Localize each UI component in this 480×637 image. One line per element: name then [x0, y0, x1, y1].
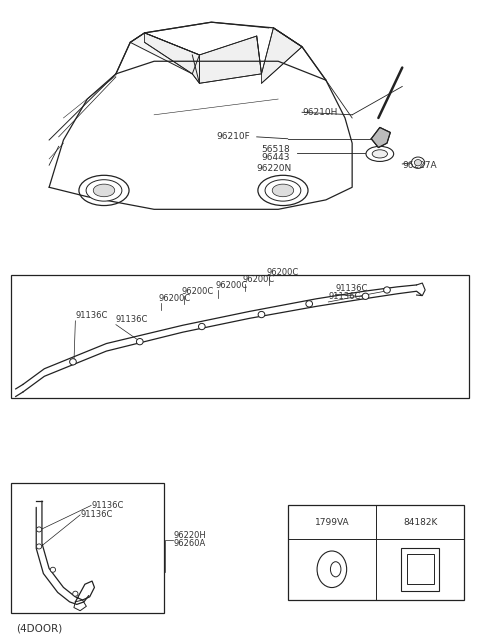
Ellipse shape: [366, 147, 394, 161]
Text: 96200C: 96200C: [243, 275, 275, 283]
Text: 96220N: 96220N: [257, 164, 292, 173]
Text: 96220H: 96220H: [173, 531, 206, 540]
Ellipse shape: [330, 562, 341, 577]
Ellipse shape: [306, 301, 312, 307]
Ellipse shape: [265, 180, 301, 201]
Ellipse shape: [36, 527, 42, 532]
Text: 91136C: 91136C: [328, 292, 360, 301]
Text: 91136C: 91136C: [75, 311, 108, 320]
Ellipse shape: [86, 180, 122, 201]
Text: 96200C: 96200C: [159, 294, 191, 303]
Text: 96200C: 96200C: [182, 287, 214, 296]
Text: 91136C: 91136C: [80, 510, 112, 519]
Text: 96200C: 96200C: [267, 268, 299, 277]
Ellipse shape: [50, 567, 56, 572]
Ellipse shape: [36, 544, 42, 549]
Ellipse shape: [136, 338, 143, 345]
Ellipse shape: [93, 184, 115, 197]
Text: 56518: 56518: [262, 145, 290, 154]
Text: 91136C: 91136C: [116, 315, 148, 324]
Text: 84182K: 84182K: [403, 517, 437, 527]
Text: 96443: 96443: [262, 152, 290, 162]
Ellipse shape: [372, 150, 387, 158]
Polygon shape: [262, 28, 302, 83]
Ellipse shape: [414, 159, 421, 166]
Ellipse shape: [411, 157, 425, 168]
Ellipse shape: [362, 293, 369, 299]
Ellipse shape: [199, 324, 205, 330]
Ellipse shape: [73, 591, 78, 596]
Text: (4DOOR): (4DOOR): [16, 624, 62, 634]
Bar: [11, 483, 164, 613]
Bar: [11, 275, 469, 398]
Text: 96210H: 96210H: [302, 108, 337, 117]
Ellipse shape: [317, 551, 347, 587]
Text: 91136C: 91136C: [336, 284, 368, 293]
Polygon shape: [130, 33, 199, 74]
Text: 1799VA: 1799VA: [314, 517, 349, 527]
Ellipse shape: [70, 359, 76, 365]
Text: 96260A: 96260A: [173, 539, 205, 548]
Text: 96210F: 96210F: [216, 132, 250, 141]
Bar: [407, 554, 433, 584]
Polygon shape: [371, 127, 390, 148]
Bar: [288, 506, 464, 600]
Bar: [401, 548, 439, 590]
Text: 91136C: 91136C: [91, 501, 123, 510]
Ellipse shape: [258, 311, 265, 318]
Text: 96227A: 96227A: [402, 161, 437, 169]
Text: 96200C: 96200C: [215, 281, 247, 290]
Ellipse shape: [272, 184, 294, 197]
Polygon shape: [199, 36, 262, 83]
Polygon shape: [144, 33, 199, 83]
Ellipse shape: [384, 287, 390, 293]
